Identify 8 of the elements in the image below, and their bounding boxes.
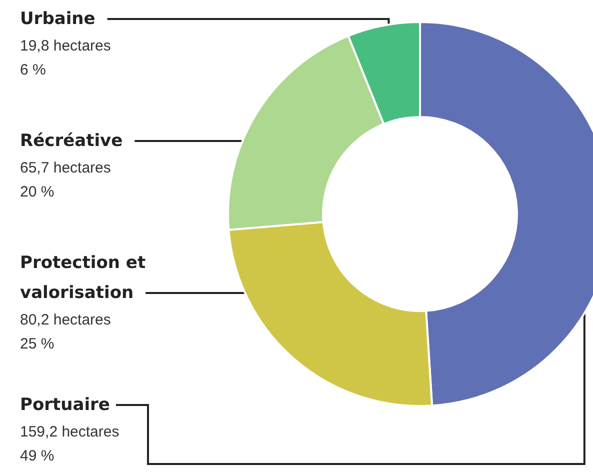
data-label: 65,7 hectares 20 % — [20, 160, 111, 200]
slice-label: Protection et valorisation — [20, 253, 146, 303]
data-label: 19,8 hectares 6 % — [20, 38, 111, 78]
slice-label: Portuaire — [20, 395, 110, 415]
slice-label: Urbaine — [20, 9, 96, 29]
data-label: 80,2 hectares 25 % — [20, 312, 111, 352]
slice-label: Récréative — [20, 131, 123, 151]
data-label: 159,2 hectares 49 % — [20, 424, 120, 464]
